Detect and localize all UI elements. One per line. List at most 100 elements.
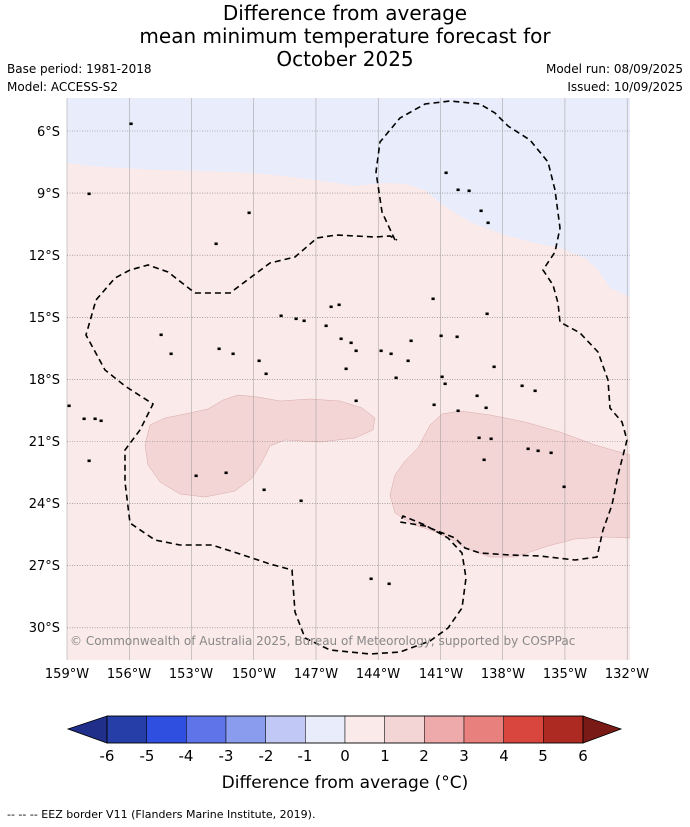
island-mark [217, 347, 221, 351]
island-mark [406, 359, 410, 363]
colorbar-label: Difference from average (°C) [221, 773, 469, 793]
lon-label: 144°W [356, 667, 400, 682]
island-mark [337, 303, 341, 307]
model-run: Model run: 08/09/2025 [545, 62, 683, 76]
island-mark [279, 314, 283, 318]
lat-label: 12°S [29, 249, 60, 264]
island-mark [354, 399, 358, 403]
island-mark [389, 352, 393, 356]
lon-label: 147°W [294, 667, 338, 682]
island-mark [387, 582, 391, 586]
island-mark [379, 349, 383, 353]
islands [67, 122, 566, 586]
island-mark [479, 209, 483, 213]
colorbar-segment [186, 715, 227, 744]
lon-label: 159°W [45, 667, 89, 682]
lat-label: 30°S [29, 621, 60, 636]
lat-label: 18°S [29, 373, 60, 388]
island-mark [324, 324, 328, 328]
island-mark [302, 319, 306, 323]
island-mark [526, 447, 530, 451]
copyright-notice: © Commonwealth of Australia 2025, Bureau… [70, 634, 576, 648]
lon-label: 138°W [481, 667, 525, 682]
island-mark [467, 189, 471, 193]
lon-label: 135°W [543, 667, 587, 682]
title-line-1: Difference from average [222, 1, 468, 25]
meta-left: Base period: 1981-2018 Model: ACCESS-S2 [7, 60, 152, 96]
island-mark [224, 471, 228, 475]
colorbar-tick: 3 [459, 747, 469, 765]
meta-right: Model run: 08/09/2025 Issued: 10/09/2025 [546, 60, 683, 96]
issued-date: Issued: 10/09/2025 [567, 80, 683, 94]
colorbar-segment [463, 715, 504, 744]
lon-label: 132°W [605, 667, 649, 682]
island-mark [349, 341, 353, 345]
island-mark [456, 409, 460, 413]
island-mark [443, 382, 447, 386]
island-mark [214, 242, 218, 246]
island-mark [482, 458, 486, 462]
colorbar-segment [344, 715, 385, 744]
lon-label: 156°W [107, 667, 151, 682]
island-mark [247, 211, 251, 215]
island-mark [87, 192, 91, 196]
colorbar-tick: -1 [298, 747, 313, 765]
island-mark [431, 297, 435, 301]
island-mark [477, 436, 481, 440]
colorbar-tick: 4 [499, 747, 509, 765]
colorbar-tick: 0 [340, 747, 350, 765]
island-mark [129, 122, 133, 126]
lat-label: 6°S [37, 125, 60, 140]
colorbar-tick: -5 [140, 747, 155, 765]
lat-label: 27°S [29, 559, 60, 574]
island-mark [486, 221, 490, 225]
island-mark [67, 404, 71, 408]
island-mark [533, 389, 537, 393]
island-mark [484, 406, 488, 410]
island-mark [394, 376, 398, 380]
island-mark [231, 352, 235, 356]
island-mark [455, 335, 459, 339]
island-mark [489, 437, 493, 441]
colorbar: -6 -5 -4 -3 -2 -1 0 1 2 3 4 5 6 [66, 715, 623, 765]
island-mark [432, 403, 436, 407]
chart-title: Difference from average mean minimum tem… [0, 2, 690, 71]
colorbar-segment [225, 715, 266, 744]
colorbar-tick: -3 [219, 747, 234, 765]
title-line-2: mean minimum temperature forecast for [139, 24, 551, 48]
colorbar-segment [503, 715, 544, 744]
island-mark [93, 417, 97, 421]
colorbar-segment [305, 715, 346, 744]
lat-label: 9°S [37, 187, 60, 202]
lat-label: 15°S [29, 311, 60, 326]
anomaly-1-2-region-west [144, 394, 376, 498]
colorbar-segment [106, 715, 147, 744]
island-mark [294, 317, 298, 321]
colorbar-tick: 5 [538, 747, 548, 765]
island-mark [262, 488, 266, 492]
island-mark [159, 333, 163, 337]
colorbar-under-arrow [66, 715, 108, 744]
island-mark [344, 367, 348, 371]
island-mark [369, 577, 373, 581]
island-mark [439, 334, 443, 338]
island-mark [520, 384, 524, 388]
colorbar-segment [384, 715, 425, 744]
island-mark [329, 305, 333, 309]
lon-label: 150°W [232, 667, 276, 682]
anomaly-neg1-0-region [67, 98, 630, 297]
island-mark [562, 485, 566, 489]
colorbar-tick: -2 [259, 747, 274, 765]
island-mark [456, 188, 460, 192]
colorbar-tick: 1 [380, 747, 390, 765]
island-mark [475, 394, 479, 398]
colorbar-over-arrow [582, 715, 623, 744]
island-mark [299, 499, 303, 503]
lon-label: 141°W [419, 667, 463, 682]
colorbar-tick: -4 [179, 747, 194, 765]
island-mark [82, 417, 86, 421]
island-mark [257, 359, 261, 363]
model-name: Model: ACCESS-S2 [7, 80, 119, 94]
colorbar-segment [543, 715, 584, 744]
island-mark [536, 449, 540, 453]
